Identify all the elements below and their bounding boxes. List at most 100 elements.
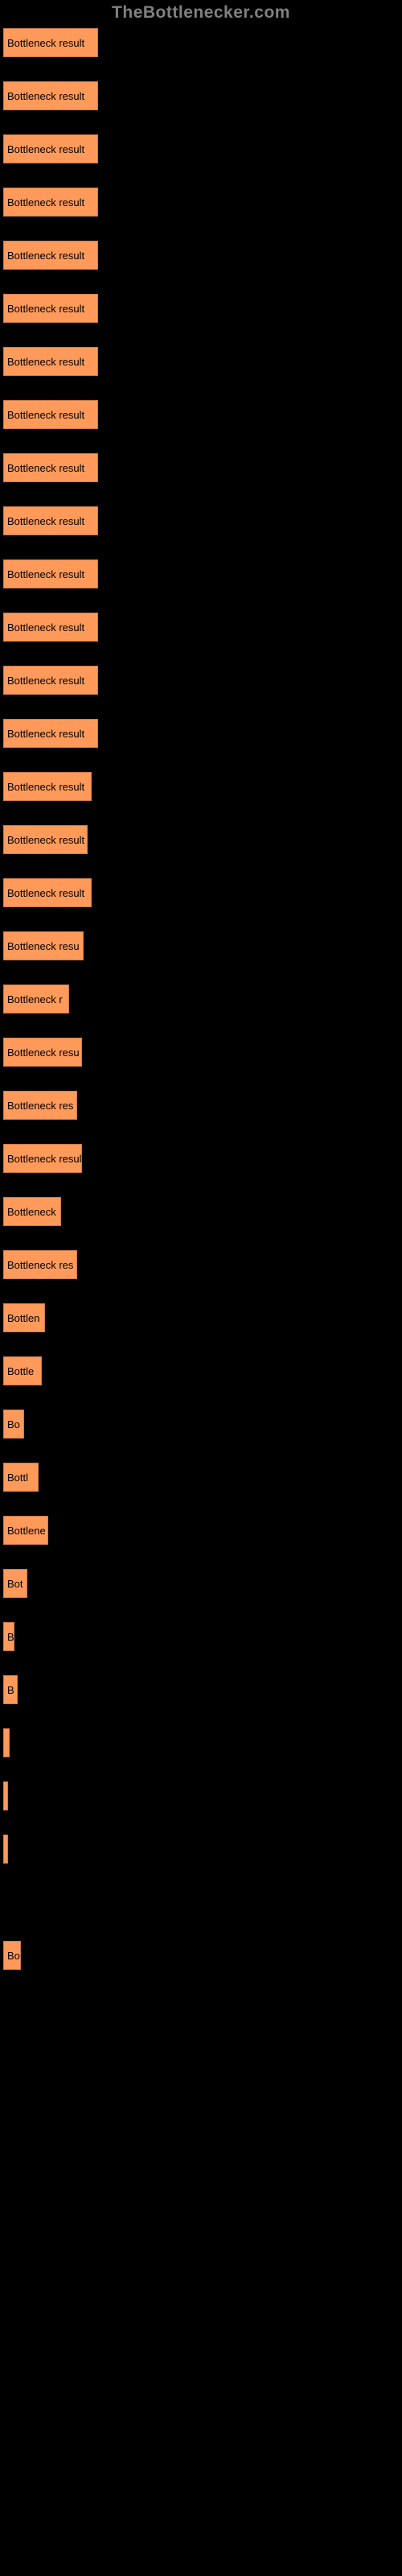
bar-row: Bottleneck res	[3, 1250, 402, 1279]
bar-label: Bottleneck result	[7, 143, 84, 155]
bar-row: Bottleneck result	[3, 347, 402, 376]
bar-row: Bottleneck result	[3, 666, 402, 695]
bar: Bottleneck result	[3, 772, 92, 801]
bar: B	[3, 1622, 14, 1651]
bar-label: Bottleneck result	[7, 1153, 81, 1165]
bar-row: Bottleneck result	[3, 453, 402, 482]
bar: B	[3, 1675, 18, 1704]
bar-row: Bottleneck result	[3, 400, 402, 429]
bar-row: Bottl	[3, 1463, 402, 1492]
bar: Bottleneck	[3, 1197, 61, 1226]
bar-label: Bottleneck resu	[7, 940, 80, 952]
bar: Bottleneck result	[3, 825, 88, 854]
bar: Bottleneck result	[3, 559, 98, 588]
bar: Bo	[3, 1410, 24, 1439]
bar-label: Bottleneck result	[7, 37, 84, 49]
bar-label: B	[7, 1631, 14, 1643]
bar-row: Bottleneck result	[3, 134, 402, 163]
bar: Bottleneck result	[3, 719, 98, 748]
bar-row: Bottleneck resu	[3, 931, 402, 960]
bar-row: Bottleneck	[3, 1197, 402, 1226]
bar-row	[3, 1888, 402, 1917]
bar: Bottleneck result	[3, 506, 98, 535]
bar: Bottl	[3, 1463, 39, 1492]
bar-label: Bottleneck result	[7, 728, 84, 740]
bar-row: Bottleneck result	[3, 878, 402, 907]
bar-label: Bottleneck result	[7, 196, 84, 208]
bar: Bottleneck result	[3, 1144, 82, 1173]
bar: Bottlene	[3, 1516, 48, 1545]
bar-label: Bot	[7, 1578, 23, 1590]
bar: Bottleneck res	[3, 1091, 77, 1120]
bar-row: Bottleneck result	[3, 719, 402, 748]
bar: Bottleneck res	[3, 1250, 77, 1279]
bar-label: Bottleneck result	[7, 834, 84, 846]
bar-label: Bo	[7, 1950, 20, 1962]
bar-row: B	[3, 1675, 402, 1704]
bar: Bottleneck result	[3, 613, 98, 642]
bar-row: Bottleneck result	[3, 772, 402, 801]
bar	[3, 1835, 8, 1864]
bar-row: Bottleneck result	[3, 1144, 402, 1173]
bar-label: Bo	[7, 1418, 20, 1430]
bar-row: Bottlene	[3, 1516, 402, 1545]
bar-label: Bottle	[7, 1365, 34, 1377]
bar-row: Bottleneck result	[3, 559, 402, 588]
bar-row: Bottleneck result	[3, 825, 402, 854]
bar: Bottleneck result	[3, 294, 98, 323]
bar-row: Bottleneck result	[3, 241, 402, 270]
bar: Bo	[3, 1941, 21, 1970]
bar-label: Bottleneck resu	[7, 1046, 80, 1059]
bar: Bottleneck result	[3, 453, 98, 482]
bar: Bottle	[3, 1356, 42, 1385]
bar: Bot	[3, 1569, 27, 1598]
bar-label: Bottleneck res	[7, 1259, 73, 1271]
watermark-text: TheBottlenecker.com	[112, 3, 290, 23]
bar-label: Bottleneck result	[7, 250, 84, 262]
bar: Bottleneck resu	[3, 1038, 82, 1067]
bar-label: Bottleneck result	[7, 409, 84, 421]
bar-label: Bottleneck result	[7, 621, 84, 634]
bar: Bottleneck result	[3, 81, 98, 110]
bar: Bottleneck result	[3, 666, 98, 695]
bar: Bottlen	[3, 1303, 45, 1332]
bar-label: Bottleneck result	[7, 356, 84, 368]
bar-row	[3, 1835, 402, 1864]
bar: Bottleneck result	[3, 134, 98, 163]
bar-label: Bottlene	[7, 1525, 46, 1537]
bar-row	[3, 1781, 402, 1810]
bar-row: Bottleneck result	[3, 613, 402, 642]
bar-row: B	[3, 1622, 402, 1651]
bar	[3, 1781, 8, 1810]
bar: Bottleneck result	[3, 241, 98, 270]
bar-label: Bottl	[7, 1472, 28, 1484]
bar-label: Bottleneck result	[7, 462, 84, 474]
bar-row: Bottle	[3, 1356, 402, 1385]
bar: Bottleneck result	[3, 347, 98, 376]
bar: Bottleneck result	[3, 188, 98, 217]
bar-label: Bottleneck result	[7, 90, 84, 102]
bar: Bottleneck resu	[3, 931, 84, 960]
bar-row	[3, 1728, 402, 1757]
bar-label: Bottleneck result	[7, 887, 84, 899]
bar-label: Bottlen	[7, 1312, 39, 1324]
bar-row: Bottleneck result	[3, 294, 402, 323]
bar-label: Bottleneck result	[7, 303, 84, 315]
bottleneck-chart: Bottleneck result Bottleneck result Bottle…	[0, 0, 402, 1970]
bar-row: Bottlen	[3, 1303, 402, 1332]
bar-row: Bo	[3, 1410, 402, 1439]
bar-label: Bottleneck result	[7, 568, 84, 580]
bar-row: Bot	[3, 1569, 402, 1598]
bar: Bottleneck result	[3, 878, 92, 907]
bar-label: Bottleneck	[7, 1206, 56, 1218]
bar-row: Bo	[3, 1941, 402, 1970]
bar-label: Bottleneck res	[7, 1100, 73, 1112]
bar: Bottleneck result	[3, 400, 98, 429]
bar-label: Bottleneck r	[7, 993, 63, 1005]
bar-row: Bottleneck result	[3, 188, 402, 217]
bar-label: Bottleneck result	[7, 675, 84, 687]
bar-label: Bottleneck result	[7, 781, 84, 793]
bar	[3, 1728, 10, 1757]
bar-row: Bottleneck result	[3, 506, 402, 535]
bar-row: Bottleneck result	[3, 28, 402, 57]
